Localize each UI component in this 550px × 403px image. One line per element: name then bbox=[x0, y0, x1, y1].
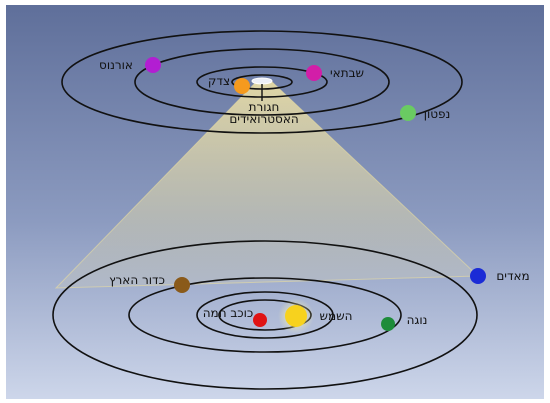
orbit-neptune bbox=[61, 30, 463, 134]
label-asteroid-belt-1: חגורת bbox=[249, 100, 280, 114]
outer-system: אורנוס שבתאי צדק נפטון חגורת האסטרואידים bbox=[61, 30, 463, 134]
planet-mercury bbox=[253, 313, 267, 327]
inner-system: השמש כוכב חמה נוגה כדור הארץ מאדים bbox=[52, 240, 530, 390]
planet-venus bbox=[381, 317, 395, 331]
label-sun: השמש bbox=[320, 309, 353, 323]
label-asteroid-belt-2: האסטרואידים bbox=[229, 112, 298, 126]
orbit-mars bbox=[52, 240, 478, 390]
asteroid-belt bbox=[251, 77, 273, 85]
planet-uranus bbox=[145, 57, 161, 73]
label-mercury: כוכב חמה bbox=[203, 306, 254, 320]
orbit-venus bbox=[196, 291, 334, 339]
planet-neptune bbox=[400, 105, 416, 121]
label-venus: נוגה bbox=[407, 313, 428, 327]
label-uranus: אורנוס bbox=[99, 58, 133, 72]
sun bbox=[285, 305, 307, 327]
label-jupiter: צדק bbox=[208, 74, 230, 88]
orbit-earth bbox=[128, 277, 402, 353]
planet-earth bbox=[174, 277, 190, 293]
label-neptune: נפטון bbox=[424, 107, 451, 121]
planet-saturn bbox=[306, 65, 322, 81]
label-saturn: שבתאי bbox=[330, 66, 364, 80]
planet-jupiter bbox=[234, 78, 250, 94]
label-mars: מאדים bbox=[496, 269, 529, 283]
planet-mars bbox=[470, 268, 486, 284]
orbit-uranus bbox=[134, 48, 390, 116]
label-earth: כדור הארץ bbox=[109, 273, 165, 287]
